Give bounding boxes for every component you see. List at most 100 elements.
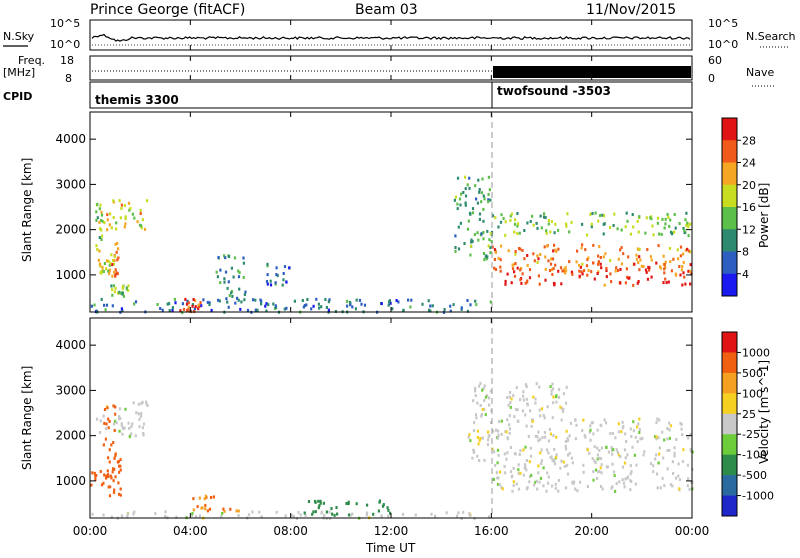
heatmap-cell (116, 242, 119, 245)
heatmap-cell (119, 291, 122, 295)
heatmap-cell (497, 476, 500, 480)
heatmap-cell (564, 444, 567, 448)
heatmap-cell (365, 513, 368, 517)
heatmap-cell (469, 253, 472, 257)
heatmap-cell (237, 514, 240, 517)
heatmap-cell (662, 456, 665, 460)
heatmap-cell (612, 470, 616, 474)
heatmap-cell (668, 436, 671, 440)
heatmap-cell (597, 270, 600, 274)
heatmap-cell (514, 262, 517, 265)
heatmap-cell (550, 389, 553, 393)
heatmap-cell (525, 424, 528, 428)
heatmap-cell (197, 303, 200, 307)
heatmap-cell (119, 464, 122, 468)
heatmap-cell (581, 262, 584, 266)
heatmap-cell (230, 291, 233, 295)
heatmap-cell (110, 443, 113, 447)
heatmap-cell (627, 255, 630, 259)
heatmap-cell (550, 220, 553, 224)
heatmap-cell (597, 470, 600, 474)
colorbar-swatch (722, 434, 737, 455)
heatmap-cell (536, 487, 539, 491)
heatmap-cell (429, 309, 432, 313)
heatmap-cell (638, 247, 641, 251)
heatmap-cell (667, 280, 670, 284)
colorbar-tick-label: 8 (742, 246, 749, 259)
heatmap-cell (655, 435, 658, 439)
heatmap-cell (258, 510, 261, 514)
heatmap-cell (570, 456, 573, 460)
heatmap-cell (497, 225, 500, 229)
heatmap-cell (537, 439, 540, 443)
heatmap-cell (247, 513, 251, 517)
heatmap-cell (597, 262, 600, 266)
heatmap-cell (472, 399, 475, 403)
heatmap-cell (131, 212, 134, 216)
heatmap-cell (111, 470, 114, 474)
heatmap-cell (476, 231, 479, 235)
x-tick-label: 20:00 (574, 524, 609, 538)
heatmap-cell (689, 448, 692, 452)
heatmap-cell (98, 220, 101, 224)
heatmap-cell (663, 271, 666, 275)
heatmap-cell (683, 228, 686, 232)
heatmap-cell (480, 413, 483, 416)
heatmap-cell (494, 463, 497, 467)
heatmap-cell (555, 400, 558, 404)
heatmap-cell (317, 499, 320, 503)
heatmap-cell (474, 299, 477, 303)
heatmap-cell (570, 220, 573, 224)
heatmap-cell (489, 198, 492, 202)
heatmap-cell (631, 213, 634, 216)
heatmap-cell (133, 216, 136, 220)
heatmap-cell (215, 270, 218, 274)
heatmap-cell (103, 408, 107, 411)
heatmap-cell (117, 481, 120, 485)
heatmap-cell (630, 435, 633, 438)
heatmap-cell (96, 216, 99, 220)
heatmap-cell (246, 308, 250, 312)
heatmap-cell (673, 230, 676, 234)
heatmap-cell (651, 224, 654, 228)
heatmap-cell (508, 431, 511, 435)
heatmap-cell (479, 437, 482, 440)
heatmap-cell (516, 212, 519, 215)
heatmap-cell (223, 280, 226, 284)
heatmap-cell (583, 269, 586, 273)
heatmap-cell (645, 216, 648, 220)
heatmap-cell (605, 266, 608, 270)
heatmap-cell (112, 467, 115, 471)
y-tick-label: 1000 (55, 474, 86, 488)
heatmap-cell (529, 446, 532, 450)
heatmap-cell (482, 207, 485, 211)
heatmap-cell (206, 300, 209, 304)
heatmap-cell (128, 208, 131, 212)
heatmap-cell (132, 401, 135, 405)
heatmap-cell (389, 511, 392, 515)
heatmap-cell (142, 433, 145, 437)
heatmap-cell (325, 306, 328, 309)
heatmap-cell (517, 468, 520, 472)
heatmap-cell (310, 307, 313, 311)
heatmap-cell (191, 303, 194, 307)
heatmap-cell (282, 272, 285, 275)
heatmap-cell (534, 397, 537, 401)
heatmap-cell (317, 302, 320, 306)
heatmap-cell (281, 283, 284, 287)
freq-right-tick-top: 60 (708, 54, 722, 67)
heatmap-cell (689, 263, 692, 267)
heatmap-cell (120, 206, 123, 210)
heatmap-cell (100, 483, 104, 487)
heatmap-cell (660, 232, 663, 236)
heatmap-cell (358, 298, 362, 302)
heatmap-cell (119, 458, 122, 462)
heatmap-cell (589, 438, 592, 442)
heatmap-cell (114, 452, 117, 456)
heatmap-cell (454, 195, 458, 199)
heatmap-cell (535, 221, 538, 225)
heatmap-cell (488, 396, 491, 400)
heatmap-cell (469, 244, 473, 248)
heatmap-cell (557, 228, 560, 232)
heatmap-cell (320, 511, 323, 515)
